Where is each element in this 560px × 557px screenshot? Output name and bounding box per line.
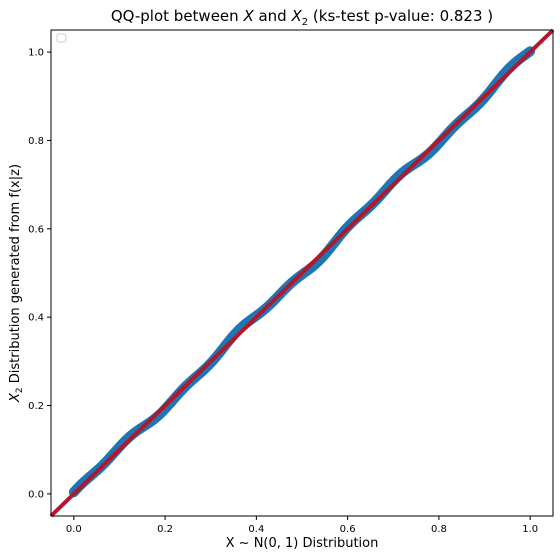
x-axis-label: X ~ N(0, 1) Distribution — [226, 536, 379, 551]
title-var1: X — [242, 7, 254, 25]
x-tick-label: 1.0 — [522, 524, 538, 535]
reference-line — [49, 28, 555, 518]
legend-box — [56, 33, 67, 43]
y-axis-ticks: 0.0 0.2 0.4 0.6 0.8 1.0 — [28, 48, 51, 500]
x-tick-label: 0.0 — [66, 524, 82, 535]
y-tick-label: 0.6 — [28, 224, 44, 235]
plot-frame — [50, 29, 554, 517]
y-tick-label: 0.4 — [28, 313, 44, 324]
title-var2-subscript: 2 — [302, 17, 308, 28]
x-tick-label: 0.4 — [248, 524, 264, 535]
y-tick-label: 1.0 — [28, 48, 44, 59]
x-tick-label: 0.6 — [340, 524, 356, 535]
y-tick-label: 0.2 — [28, 401, 44, 412]
ylabel-subscript: 2 — [15, 387, 25, 393]
title-var2: X — [290, 7, 302, 25]
x-tick-label: 0.8 — [431, 524, 447, 535]
x-axis-ticks: 0.0 0.2 0.4 0.6 0.8 1.0 — [66, 516, 538, 535]
y-axis-label: X2 Distribution generated from f(x|z) — [8, 164, 25, 403]
y-tick-label: 0.8 — [28, 136, 44, 147]
ylabel-var: X — [8, 392, 23, 403]
title-suffix: (ks-test p-value: 0.823 ) — [308, 7, 493, 25]
plot-area — [49, 28, 555, 518]
title-prefix: QQ-plot between — [111, 7, 244, 25]
ylabel-rest: Distribution generated from f(x|z) — [8, 164, 23, 387]
title-mid: and — [254, 7, 292, 25]
y-tick-label: 0.0 — [28, 489, 44, 500]
chart-title: QQ-plot between X and X2 (ks-test p-valu… — [111, 7, 493, 28]
x-tick-label: 0.2 — [157, 524, 173, 535]
